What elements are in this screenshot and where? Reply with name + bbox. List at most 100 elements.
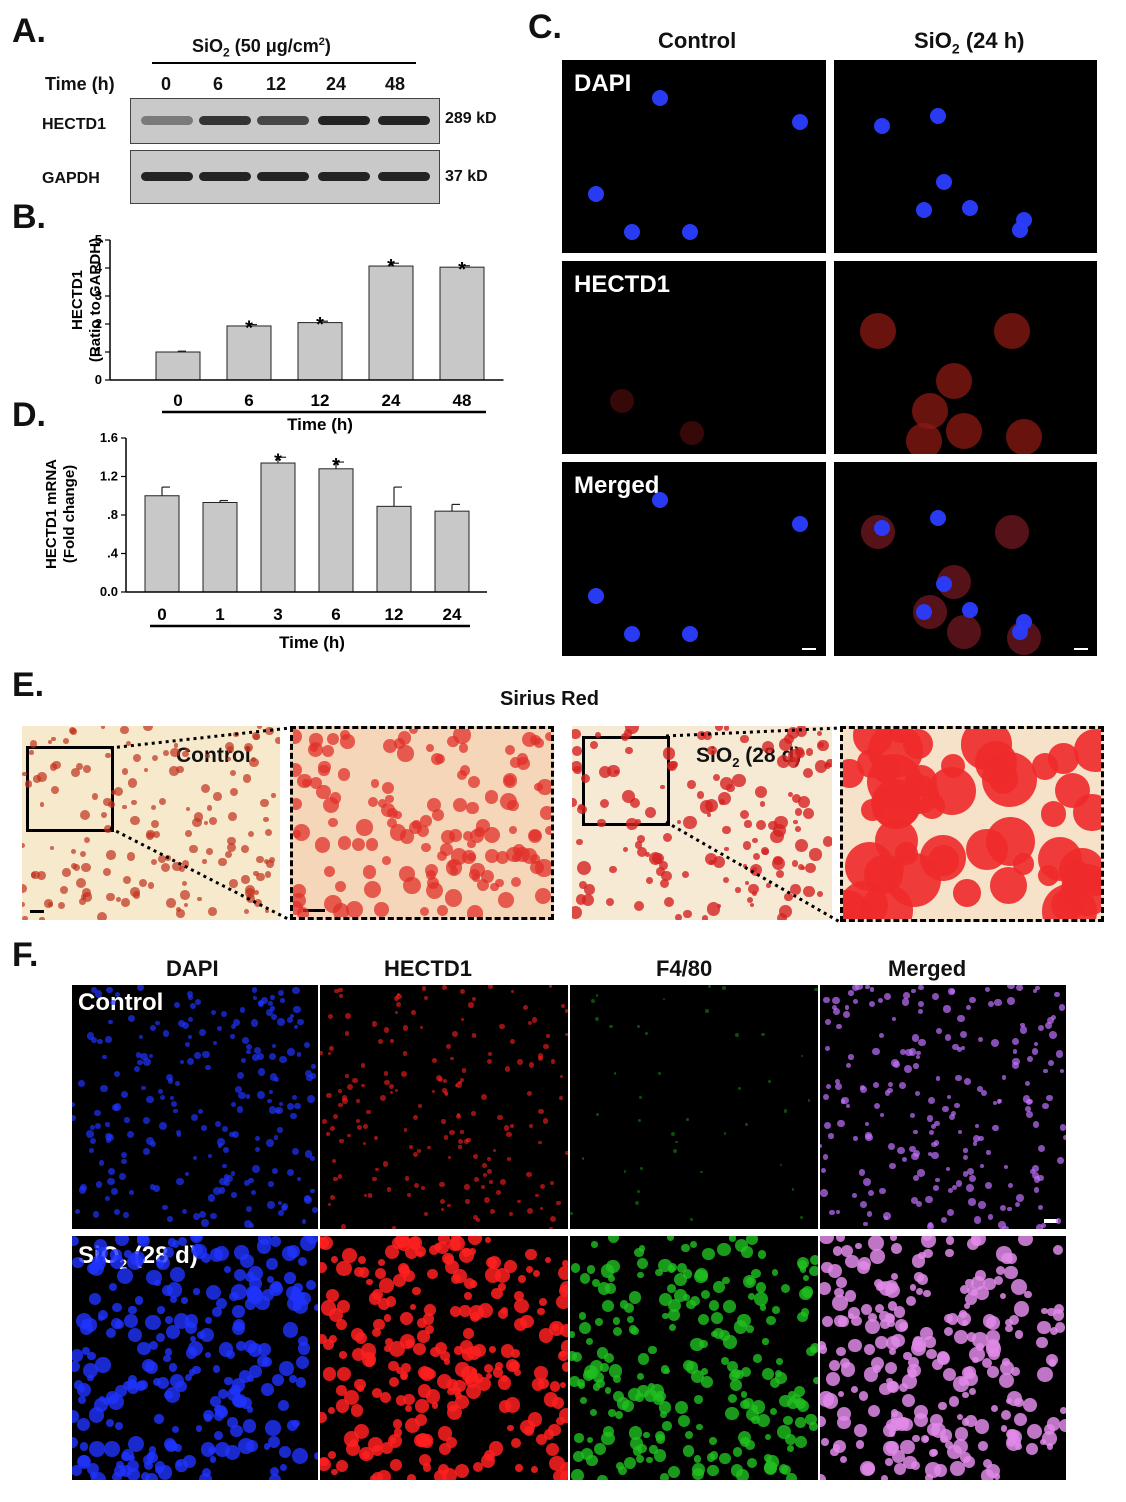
cell-blob <box>810 1346 817 1353</box>
cell-blob <box>972 1356 980 1364</box>
cell-blob <box>713 1328 725 1339</box>
cell-blob <box>266 1201 275 1209</box>
cell-blob <box>83 836 90 843</box>
cell-blob <box>915 1288 924 1296</box>
cell-blob <box>959 1030 968 1038</box>
cell-blob <box>166 1282 183 1298</box>
cell-blob <box>454 1463 469 1478</box>
cell-blob <box>608 1409 617 1418</box>
cell-blob <box>959 1310 968 1319</box>
cell-blob <box>176 765 184 774</box>
cell-blob <box>241 875 250 884</box>
cell-blob <box>1055 1050 1064 1058</box>
cell-blob <box>755 1282 767 1293</box>
bar <box>155 351 201 381</box>
cell-blob <box>961 729 1012 770</box>
cell-blob <box>803 1274 810 1281</box>
cell-blob <box>75 1208 80 1214</box>
cell-blob <box>246 1049 251 1054</box>
cell-blob <box>900 1439 915 1454</box>
cell-blob <box>328 1203 332 1207</box>
cell-blob <box>449 1305 461 1317</box>
cell-blob <box>1040 1222 1047 1229</box>
cell-blob <box>417 1103 423 1108</box>
cell-blob <box>86 1130 94 1138</box>
cell-blob <box>870 1356 885 1370</box>
cell-blob <box>865 985 870 990</box>
cell-blob <box>766 882 771 888</box>
cell-blob <box>79 850 87 858</box>
cell-blob <box>151 754 159 762</box>
cell-blob <box>643 1431 650 1439</box>
cell-blob <box>380 1441 393 1454</box>
cell-blob <box>901 1394 915 1408</box>
cell-blob <box>595 1017 600 1022</box>
cell-blob <box>175 1080 180 1086</box>
cell-blob <box>853 1136 859 1142</box>
cell-blob <box>570 1376 580 1387</box>
cell-blob <box>160 1095 166 1101</box>
cell-blob <box>499 1023 506 1030</box>
cell-blob <box>345 1013 352 1020</box>
cell-blob <box>1037 1174 1044 1182</box>
chart-d-ylabel-2: (Fold change) <box>61 465 78 563</box>
cell-blob <box>668 1465 681 1478</box>
cell-blob <box>131 800 137 806</box>
cell-blob <box>443 1358 451 1365</box>
cell-blob <box>1025 1106 1032 1113</box>
cell-blob <box>527 1021 532 1026</box>
cell-blob <box>701 1376 713 1389</box>
cell-blob <box>637 1384 651 1398</box>
cell-blob <box>775 869 784 878</box>
cell-blob <box>511 989 515 993</box>
cell-blob <box>328 1450 337 1459</box>
cell-blob <box>741 1391 748 1398</box>
cell-blob <box>586 1454 598 1467</box>
cell-blob <box>445 1044 452 1050</box>
cell-blob <box>917 1274 928 1285</box>
cell-blob <box>306 1075 313 1082</box>
cell-blob <box>72 1437 78 1449</box>
cell-blob <box>351 1327 364 1341</box>
cell-blob <box>700 1170 703 1173</box>
cell-blob <box>832 1295 848 1311</box>
cell-blob <box>266 1009 273 1016</box>
cell-blob <box>133 1066 140 1073</box>
cell-blob <box>874 1103 881 1110</box>
cell-blob <box>924 1336 936 1348</box>
cell-blob <box>921 1236 933 1242</box>
cell-blob <box>872 1081 879 1088</box>
cell-blob <box>209 816 218 825</box>
cell-blob <box>954 1427 969 1441</box>
cell-blob <box>483 1364 494 1374</box>
cell-blob <box>492 1148 497 1153</box>
cell-blob <box>779 1163 782 1166</box>
cell-blob <box>124 1117 130 1123</box>
cell-blob <box>345 900 364 917</box>
cell-blob <box>207 1194 216 1203</box>
cell-blob <box>164 1347 173 1356</box>
cell-blob <box>121 1091 129 1099</box>
cell-blob <box>449 829 462 842</box>
cell-blob <box>712 855 726 868</box>
cell-blob <box>953 1329 968 1344</box>
cell-blob <box>296 1052 302 1057</box>
cell-blob <box>148 1340 159 1351</box>
cell-blob <box>991 1404 999 1412</box>
cell-blob <box>326 1132 331 1136</box>
cell-blob <box>205 753 211 759</box>
cell-blob <box>721 1357 729 1366</box>
cell-blob <box>165 1073 173 1081</box>
cell-blob <box>294 1102 301 1110</box>
cell-blob <box>257 1354 270 1367</box>
cell-blob <box>50 845 55 850</box>
cell-blob <box>823 996 830 1004</box>
cell-blob <box>771 1269 779 1276</box>
cell-blob <box>530 854 540 864</box>
cell-blob <box>951 1185 957 1191</box>
cell-blob <box>1014 1397 1024 1408</box>
cell-blob <box>212 1307 223 1317</box>
cell-blob <box>767 1079 772 1084</box>
cell-blob <box>891 1411 904 1424</box>
cell-blob <box>1006 1435 1022 1451</box>
